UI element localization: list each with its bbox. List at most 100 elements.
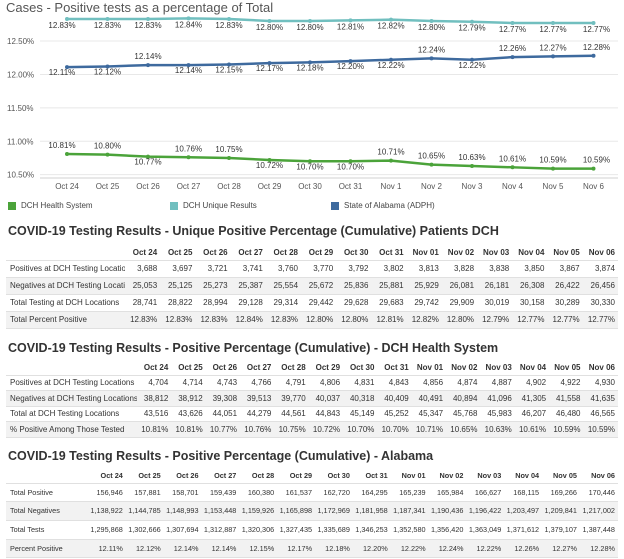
table-row: % Positive Among Those Tested 10.81% 10.81…	[6, 421, 618, 437]
table-cell: 26,081	[449, 281, 475, 290]
table-cell: 12.24%	[438, 543, 464, 553]
table-cell: 12.83%	[200, 315, 228, 324]
table-cell: 1,196,422	[468, 506, 502, 515]
data-label: 12.77%	[499, 25, 526, 34]
data-point	[308, 60, 312, 65]
table-cell: 157,881	[134, 487, 161, 497]
data-point	[308, 159, 312, 164]
table-cell: 162,720	[323, 487, 350, 497]
table-cell: 1,165,898	[279, 506, 313, 515]
data-point	[348, 18, 353, 23]
table-cell: 3,760	[277, 264, 299, 273]
table-cell: 1,379,107	[544, 525, 577, 534]
table-cell: 169,266	[550, 487, 577, 497]
data-point	[551, 21, 555, 26]
table-cell: 45,347	[418, 409, 444, 418]
data-point	[267, 19, 272, 24]
legend-swatch	[170, 201, 178, 210]
table-cell: 12.83%	[165, 315, 193, 324]
table-cell: 12.11%	[98, 543, 123, 553]
legend-item-dch-unique-results[interactable]: DCH Unique Results	[170, 201, 257, 210]
data-point	[429, 162, 434, 167]
x-tick-label: Oct 26	[136, 182, 160, 191]
table-cell: 10.77%	[209, 424, 238, 434]
column-header: Nov 03	[483, 248, 510, 258]
table-cell: 1,307,694	[166, 525, 199, 534]
data-label: 12.83%	[215, 21, 242, 30]
table-cell: 12.22%	[476, 543, 502, 553]
data-label: 12.77%	[539, 25, 566, 34]
column-header: Oct 27	[238, 248, 263, 258]
table-cell: 1,327,435	[279, 525, 313, 534]
table-cell: 25,836	[343, 281, 369, 290]
legend-label: DCH Unique Results	[183, 201, 257, 210]
table-cell: 10.65%	[450, 424, 478, 434]
column-header: Oct 28	[273, 248, 299, 258]
data-label: 10.76%	[175, 144, 202, 153]
table-cell: 156,946	[96, 487, 123, 497]
table-cell: 43,626	[178, 409, 203, 418]
data-label: 12.82%	[377, 22, 404, 31]
table-cell: 12.81%	[376, 315, 404, 324]
data-label: 12.80%	[256, 23, 283, 32]
data-label: 12.17%	[256, 64, 283, 73]
x-tick-label: Nov 1	[381, 182, 402, 191]
column-header: Nov 03	[485, 363, 512, 373]
table-cell: 1,295,868	[90, 525, 123, 534]
table-cell: 3,770	[313, 264, 334, 273]
data-label: 12.81%	[337, 22, 364, 31]
table-cell: 29,909	[449, 298, 475, 307]
data-label: 12.84%	[175, 20, 202, 29]
data-label: 10.75%	[215, 145, 242, 154]
series-line	[67, 17, 594, 25]
table-corner	[6, 469, 88, 483]
table-cell: 1,302,666	[128, 525, 161, 534]
chart-title: Cases - Positive tests as a percentage o…	[6, 0, 274, 15]
data-label: 12.11%	[49, 68, 76, 77]
line-chart: 12.50% 12.00% 11.50% 11.00% 10.50% Oct 24 Oct …	[7, 16, 618, 191]
table-row: Total Tests 1,295,868 1,302,666 1,307,694 1,…	[6, 520, 618, 539]
x-tick-label: Oct 28	[217, 182, 241, 191]
data-label: 12.77%	[583, 25, 610, 34]
table-title-unique-positive: COVID-19 Testing Results - Unique Positi…	[8, 224, 499, 238]
table-cell: 4,831	[354, 378, 375, 387]
column-header: Nov 02	[439, 471, 464, 481]
x-tick-label: Nov 6	[583, 182, 604, 191]
x-tick-label: Oct 25	[96, 182, 120, 191]
table-cell: 38,812	[143, 393, 169, 403]
table-cell: 12.20%	[363, 543, 388, 553]
data-point	[470, 57, 474, 62]
data-point	[389, 17, 393, 22]
column-header: Oct 29	[289, 471, 313, 481]
table-cell: 10.81%	[175, 424, 203, 434]
table-cell: 10.81%	[141, 424, 169, 434]
row-label: Total Negatives	[10, 506, 60, 515]
table-cell: 39,513	[246, 393, 272, 403]
table-cell: 12.14%	[173, 543, 199, 553]
table-cell: 10.63%	[484, 424, 512, 434]
table-cell: 3,850	[524, 264, 545, 273]
y-tick-label: 11.00%	[7, 137, 34, 146]
table-cell: 12.80%	[306, 315, 334, 324]
table-row: Positives at DCH Testing Locations 4,704 4…	[6, 375, 618, 390]
table-cell: 3,867	[559, 264, 580, 273]
table-cell: 1,144,785	[128, 506, 161, 515]
table-cell: 12.22%	[400, 543, 426, 553]
legend-item-dch-health-system[interactable]: DCH Health System	[8, 201, 93, 210]
table-cell: 10.71%	[415, 424, 444, 434]
table-cell: 46,207	[521, 409, 547, 418]
column-header: Nov 02	[451, 363, 478, 373]
table-cell: 29,683	[379, 298, 404, 307]
table-cell: 4,743	[217, 378, 238, 387]
table-cell: 1,172,969	[317, 506, 350, 515]
x-tick-label: Oct 30	[298, 182, 322, 191]
column-header: Oct 25	[178, 363, 203, 373]
legend-item-state-of-alabama[interactable]: State of Alabama (ADPH)	[331, 201, 435, 210]
x-tick-label: Oct 29	[258, 182, 282, 191]
table-cell: 45,252	[384, 409, 409, 418]
data-point	[389, 158, 393, 163]
table-corner	[6, 246, 125, 260]
table-cell: 1,153,448	[203, 506, 237, 515]
data-point	[591, 21, 596, 26]
data-point	[105, 64, 110, 69]
